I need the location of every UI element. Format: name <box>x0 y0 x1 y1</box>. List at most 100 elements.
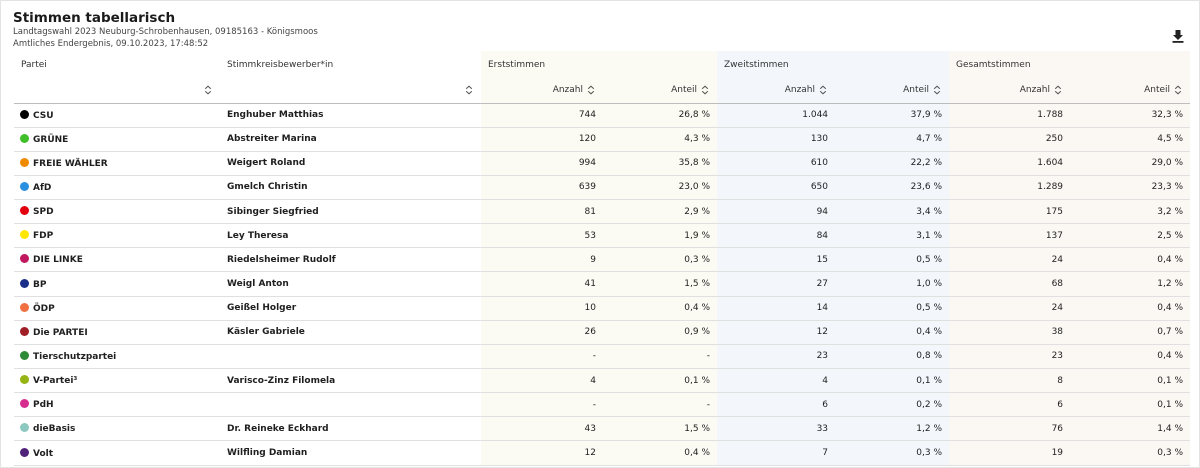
candidate-name: Dr. Reineke Eckhard <box>220 416 481 442</box>
gesamt-anteil: 32,3 % <box>1070 103 1191 128</box>
party-cell: PdH <box>14 392 220 418</box>
erst-anzahl: 744 <box>481 103 603 128</box>
party-color-dot <box>20 326 29 336</box>
gesamt-anzahl: 23 <box>949 344 1071 370</box>
zweit-anteil: 22,2 % <box>835 151 950 176</box>
sort-icon[interactable] <box>933 85 941 95</box>
sort-bewerber-cell <box>220 78 481 104</box>
sort-icon[interactable] <box>1054 85 1062 95</box>
zweit-anzahl: 14 <box>717 296 836 321</box>
sort-partei-cell <box>14 78 220 104</box>
zweit-anzahl: 15 <box>717 247 836 273</box>
party-name: FREIE WÄHLER <box>33 158 108 169</box>
table-row: FREIE WÄHLER Weigert Roland 994 35,8 % 610 22… <box>14 151 1191 176</box>
col-header-erst-anteil[interactable]: Anteil <box>603 78 718 104</box>
table-row: dieBasis Dr. Reineke Eckhard 43 1,5 % 33 1,2 … <box>14 416 1191 442</box>
gesamt-anzahl: 24 <box>949 247 1071 273</box>
erst-anteil: 0,1 % <box>603 368 718 394</box>
gesamt-anteil: 1,4 % <box>1070 416 1191 442</box>
gesamt-anteil: 4,5 % <box>1070 127 1191 152</box>
candidate-name: Ley Theresa <box>220 223 481 249</box>
party-cell: dieBasis <box>14 416 220 442</box>
table-row: AfD Gmelch Christin 639 23,0 % 650 23,6 % 1.28… <box>14 175 1191 201</box>
gesamt-anteil: 1,2 % <box>1070 271 1191 297</box>
zweit-anzahl: 27 <box>717 271 836 297</box>
sort-icon[interactable] <box>819 85 827 95</box>
candidate-name: Käsler Gabriele <box>220 320 481 345</box>
zweit-anteil: 1,2 % <box>835 416 950 442</box>
gesamt-anteil: 2,5 % <box>1070 223 1191 249</box>
erst-anzahl: - <box>481 392 603 418</box>
sort-icon[interactable] <box>204 85 212 95</box>
gesamt-anteil: 0,7 % <box>1070 320 1191 345</box>
candidate-name <box>220 344 481 370</box>
erst-anteil: 1,5 % <box>603 416 718 442</box>
col-header-zweit-anteil[interactable]: Anteil <box>835 78 950 104</box>
erst-anteil: 2,9 % <box>603 199 718 225</box>
group-header-gesamtstimmen: Gesamtstimmen <box>949 51 1191 78</box>
erst-anteil: - <box>603 344 718 370</box>
candidate-name: Geißel Holger <box>220 296 481 321</box>
col-header-erst-anzahl[interactable]: Anzahl <box>481 78 603 104</box>
sort-icon[interactable] <box>701 85 709 95</box>
gesamt-anzahl: 19 <box>949 440 1071 466</box>
party-cell: BP <box>14 271 220 297</box>
candidate-name: Weigert Roland <box>220 151 481 176</box>
erst-anzahl: 4 <box>481 368 603 394</box>
erst-anteil: - <box>603 392 718 418</box>
zweit-anzahl: 84 <box>717 223 836 249</box>
result-status: Amtliches Endergebnis, 09.10.2023, 17:48… <box>13 39 209 49</box>
zweit-anteil: 0,2 % <box>835 392 950 418</box>
zweit-anteil: 23,6 % <box>835 175 950 201</box>
zweit-anzahl: 6 <box>717 392 836 418</box>
gesamt-anzahl: 1.788 <box>949 103 1071 128</box>
erst-anzahl: 12 <box>481 440 603 466</box>
party-cell: Volt <box>14 440 220 466</box>
zweit-anzahl: 130 <box>717 127 836 152</box>
sort-icon[interactable] <box>587 85 595 95</box>
party-color-dot <box>20 375 29 385</box>
erst-anteil: 23,0 % <box>603 175 718 201</box>
col-header-gesamt-anzahl[interactable]: Anzahl <box>949 78 1071 104</box>
party-color-dot <box>20 423 29 433</box>
party-name: Volt <box>33 448 54 459</box>
download-icon[interactable] <box>1170 28 1186 44</box>
gesamt-anzahl: 8 <box>949 368 1071 394</box>
party-color-dot <box>20 302 29 312</box>
group-header-zweitstimmen: Zweitstimmen <box>717 51 950 78</box>
party-color-dot <box>20 230 29 240</box>
gesamt-anteil: 23,3 % <box>1070 175 1191 201</box>
erst-anzahl: 120 <box>481 127 603 152</box>
gesamt-anzahl: 38 <box>949 320 1071 345</box>
sort-icon[interactable] <box>1174 85 1182 95</box>
erst-anzahl: 41 <box>481 271 603 297</box>
gesamt-anteil: 0,4 % <box>1070 247 1191 273</box>
party-name: Die PARTEI <box>33 327 88 338</box>
col-header-gesamt-anteil[interactable]: Anteil <box>1070 78 1191 104</box>
col-header-partei: Partei <box>21 59 47 70</box>
erst-anteil: 0,9 % <box>603 320 718 345</box>
zweit-anzahl: 650 <box>717 175 836 201</box>
candidate-name: Sibinger Siegfried <box>220 199 481 225</box>
party-color-dot <box>20 254 29 264</box>
party-cell: CSU <box>14 103 220 128</box>
zweit-anzahl: 610 <box>717 151 836 176</box>
erst-anteil: 26,8 % <box>603 103 718 128</box>
sort-icon[interactable] <box>465 85 473 95</box>
candidate-name: Enghuber Matthias <box>220 103 481 128</box>
party-cell: Tierschutzpartei <box>14 344 220 370</box>
zweit-anzahl: 12 <box>717 320 836 345</box>
party-name: ÖDP <box>33 303 55 314</box>
zweit-anteil: 0,4 % <box>835 320 950 345</box>
party-name: PdH <box>33 400 54 411</box>
gesamt-anzahl: 24 <box>949 296 1071 321</box>
party-cell: SPD <box>14 199 220 225</box>
party-color-dot <box>20 133 29 143</box>
gesamt-anzahl: 6 <box>949 392 1071 418</box>
erst-anteil: 0,3 % <box>603 247 718 273</box>
col-header-zweit-anzahl[interactable]: Anzahl <box>717 78 836 104</box>
gesamt-anteil: 0,1 % <box>1070 392 1191 418</box>
gesamt-anteil: 0,1 % <box>1070 368 1191 394</box>
zweit-anzahl: 1.044 <box>717 103 836 128</box>
zweit-anteil: 0,8 % <box>835 344 950 370</box>
